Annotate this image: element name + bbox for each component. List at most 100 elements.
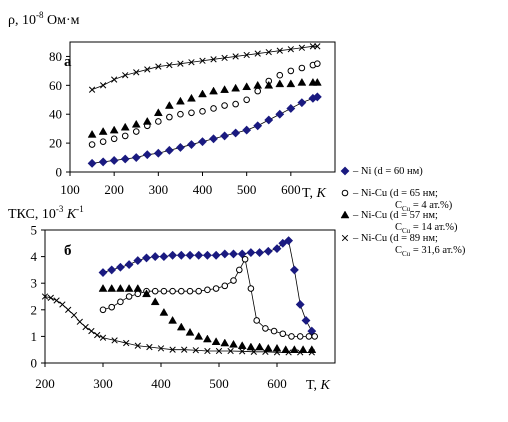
panel-b-data-point	[192, 347, 199, 354]
panel-a-data-point	[132, 128, 140, 135]
panel-b-data-point	[117, 298, 124, 306]
panel-a-y-tick-label: 40	[49, 107, 62, 122]
panel-b-data-point	[168, 250, 178, 260]
panel-a-data-point	[99, 138, 107, 145]
panel-b-data-point	[88, 327, 95, 335]
panel-a-data-point	[287, 46, 294, 53]
panel-a-x-tick-label: 400	[193, 182, 213, 197]
panel-b-data-point	[236, 266, 243, 274]
panel-b-data-point	[247, 285, 255, 292]
panel-b-data-point	[295, 300, 305, 309]
panel-a-data-point	[312, 92, 322, 102]
panel-b-data-point	[181, 346, 188, 353]
panel-b-data-point	[262, 325, 269, 332]
panel-a-data-point	[298, 44, 306, 51]
legend-entry-label: – Ni-Cu (d = 89 нм;	[352, 233, 438, 244]
panel-b-data-point	[65, 306, 72, 313]
legend-marker	[340, 210, 350, 219]
panel-b-data-point	[311, 333, 319, 340]
panel-a-data-point	[276, 71, 284, 79]
panel-b-data-point	[263, 343, 273, 352]
panel-b-data-point	[301, 316, 311, 325]
panel-b-data-point	[108, 303, 115, 311]
panel-b-ylabel-unit-exp: -1	[76, 204, 84, 214]
panel-a-data-point	[177, 60, 184, 67]
panel-b-data-point	[176, 322, 186, 331]
panel-b-data-point	[285, 349, 292, 356]
legend-entry-composition: CCu = 14 ат.%)	[395, 222, 458, 235]
panel-a-ylabel: ρ, 10-8 Ом·м	[8, 10, 80, 28]
panel-b-data-point	[70, 311, 78, 319]
panel-b-x-tick-label: 600	[267, 376, 287, 391]
panel-a-x-tick-label: 500	[237, 182, 257, 197]
panel-b-data-point	[178, 287, 185, 295]
panel-b-data-point	[297, 349, 304, 356]
panel-b-data-point	[133, 284, 143, 292]
panel-a-series-diamond	[87, 92, 322, 168]
panel-b-data-point	[239, 348, 246, 355]
panel-b-data-point	[220, 338, 230, 347]
legend-entry-label: – Ni (d = 60 нм)	[352, 166, 423, 177]
panel-a-data-point	[88, 141, 96, 148]
legend-entry-composition: CCu = 31,6 ат.%)	[395, 245, 466, 258]
panel-a-data-point	[88, 86, 96, 93]
panel-b-data-point	[211, 337, 221, 345]
panel-b-data-point	[47, 294, 54, 301]
panel-a-data-point	[297, 98, 307, 108]
legend-marker	[341, 234, 349, 242]
panel-a-data-point	[120, 122, 130, 131]
panel-a-data-point	[231, 83, 241, 92]
panel-b-data-point	[133, 256, 143, 266]
panel-a-data-point	[221, 54, 228, 62]
panel-b-data-point	[221, 282, 229, 290]
panel-a-x-tick-label: 200	[104, 182, 124, 197]
panel-b-data-point	[185, 250, 195, 260]
panel-a-data-point	[242, 125, 252, 135]
panel-b-data-point	[169, 287, 176, 295]
panel-a-xlabel: T, K	[302, 186, 327, 201]
panel-a-data-point	[87, 158, 97, 168]
legend-entry: – Ni-Cu (d = 57 нм;CCu = 14 ат.%)	[340, 210, 458, 235]
panel-a-data-point	[110, 135, 118, 143]
panel-b-data-point	[220, 249, 230, 259]
panel-b-data-point	[253, 317, 261, 324]
panel-a-data-point	[153, 108, 163, 117]
panel-b-data-point	[125, 293, 133, 300]
panel-b-data-point	[230, 277, 237, 284]
panel-a-data-point	[221, 102, 228, 109]
panel-b-data-point	[169, 346, 176, 353]
panel-a-data-point	[175, 143, 185, 152]
panel-b-data-point	[159, 307, 169, 316]
panel-b-y-tick-label: 1	[31, 329, 38, 344]
panel-b-x-tick-label: 300	[93, 376, 113, 391]
panel-a-data-point	[264, 115, 274, 125]
panel-a-series-circle	[88, 60, 321, 148]
panel-a-data-point	[198, 89, 207, 98]
panel-b-data-point	[99, 334, 107, 341]
panel-b-data-point	[142, 289, 151, 298]
panel-b-y-tick-label: 3	[31, 276, 38, 291]
legend-marker	[340, 166, 350, 176]
panel-b-xlabel: T, K	[306, 378, 331, 393]
panel-b-data-point	[124, 284, 134, 292]
panel-b-data-point	[186, 287, 194, 295]
panel-b-series-line	[44, 296, 312, 353]
panel-a-data-point	[242, 82, 252, 91]
panel-a-series-line	[91, 45, 318, 91]
panel-b-data-point	[246, 248, 256, 258]
panel-a-data-point	[298, 64, 306, 72]
panel-b-data-point	[212, 285, 220, 292]
panel-b-data-point	[307, 345, 317, 353]
panel-a-data-point	[155, 118, 162, 125]
panel-b-data-point	[202, 334, 212, 343]
panel-b-data-point	[94, 331, 101, 339]
panel-b-ylabel: ТКС, 10-3 K-1	[8, 204, 84, 222]
panel-b-data-point	[255, 342, 265, 351]
panel-a-data-point	[264, 80, 274, 89]
panel-b-data-point	[284, 236, 294, 246]
panel-b-data-point	[194, 331, 204, 340]
panel-b-data-point	[142, 253, 151, 263]
panel-b-data-point	[270, 327, 278, 335]
panel-b-data-point	[107, 284, 117, 292]
